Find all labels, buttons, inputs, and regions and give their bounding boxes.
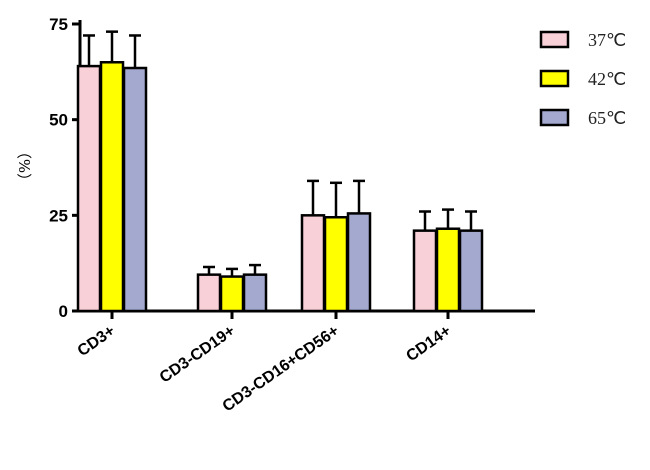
- bar: [323, 215, 349, 313]
- y-tick-label: 0: [59, 302, 68, 321]
- x-tick-label: CD3-CD19+: [157, 322, 239, 386]
- bar: [412, 229, 438, 313]
- x-tick-label: CD14+: [403, 322, 454, 365]
- bars: [76, 30, 484, 313]
- bar: [242, 273, 268, 313]
- legend-label: 37℃: [588, 30, 626, 50]
- legend-label: 42℃: [588, 69, 626, 89]
- bar: [435, 227, 461, 313]
- bar: [99, 61, 125, 313]
- bar: [196, 273, 222, 313]
- y-tick-label: 75: [49, 15, 68, 34]
- legend: 37℃ 42℃ 65℃: [539, 30, 626, 128]
- legend-swatch: [539, 30, 570, 49]
- y-tick-label: 25: [49, 206, 68, 225]
- bar: [300, 214, 326, 313]
- bar: [122, 66, 148, 313]
- legend-swatch: [539, 69, 570, 88]
- category-labels: CD3+ CD3-CD19+CD3-CD16+CD56+ CD14+: [75, 322, 455, 415]
- bar: [346, 212, 372, 313]
- legend-swatch: [539, 108, 570, 127]
- y-tick-label: 50: [49, 111, 68, 130]
- x-tick-label: CD3+: [75, 322, 119, 360]
- bar: [219, 275, 245, 313]
- bar: [76, 64, 102, 313]
- bar: [458, 229, 484, 313]
- legend-label: 65℃: [588, 108, 626, 128]
- y-axis-label: （%）: [16, 144, 34, 188]
